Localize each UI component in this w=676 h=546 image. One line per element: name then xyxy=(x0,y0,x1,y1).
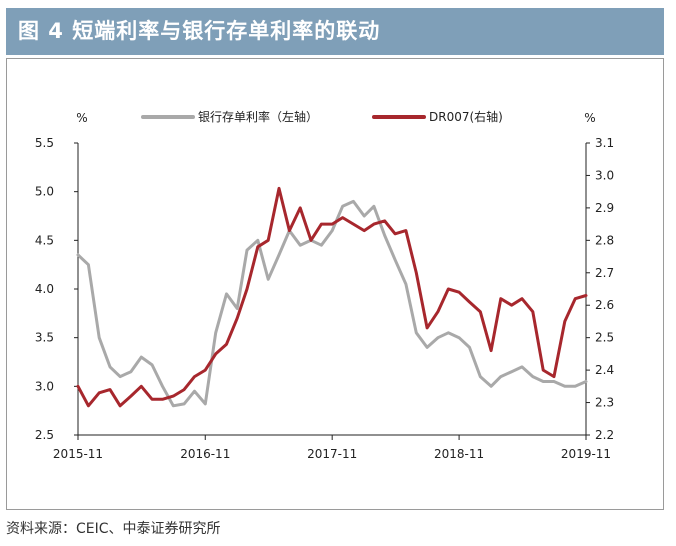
y-right-tick-label: 3.1 xyxy=(595,136,614,150)
y-right-tick-label: 2.8 xyxy=(595,233,614,247)
y-left-tick-label: 3.0 xyxy=(35,379,54,393)
y-right-tick-label: 2.5 xyxy=(595,331,614,345)
series-line-2 xyxy=(76,186,588,408)
x-tick-label: 2015-11 xyxy=(53,447,103,461)
y-right-tick-label: 2.2 xyxy=(595,428,614,442)
y-left-tick-label: 5.5 xyxy=(35,136,54,150)
y-left-tick-label: 5.0 xyxy=(35,185,54,199)
legend-label-1: 银行存单利率（左轴） xyxy=(198,109,318,124)
chart-frame: 2.5 3.0 3.5 4.0 4.5 5.0 5.5 2.2 2.3 2.4 2.5 2.6 2.7 2… xyxy=(6,58,664,510)
dual-axis-line-chart: 2.5 3.0 3.5 4.0 4.5 5.0 5.5 2.2 2.3 2.4 2.5 2.6 2.7 2… xyxy=(35,109,614,461)
y-left-tick-label: 3.5 xyxy=(35,331,54,345)
y-right-tick-label: 3.0 xyxy=(595,168,614,182)
figure-title: 图 4 短端利率与银行存单利率的联动 xyxy=(6,8,664,55)
y-right-tick-label: 2.9 xyxy=(595,201,614,215)
y-right-tick-label: 2.4 xyxy=(595,363,614,377)
y-left-tick-label: 4.5 xyxy=(35,233,54,247)
x-tick-label: 2017-11 xyxy=(307,447,357,461)
y-left-tick-label: 4.0 xyxy=(35,282,54,296)
y-left-tick-label: 2.5 xyxy=(35,428,54,442)
y-right-tick-label: 2.6 xyxy=(595,298,614,312)
source-note: 资料来源：CEIC、中泰证券研究所 xyxy=(6,521,221,537)
series-line-1 xyxy=(76,199,588,408)
x-tick-label: 2016-11 xyxy=(180,447,230,461)
y-right-tick-label: 2.3 xyxy=(595,396,614,410)
y-right-unit-label: % xyxy=(584,111,595,125)
x-tick-label: 2018-11 xyxy=(434,447,484,461)
y-left-unit-label: % xyxy=(76,111,87,125)
x-tick-label: 2019-11 xyxy=(561,447,611,461)
legend-label-2: DR007(右轴) xyxy=(429,109,503,124)
y-right-tick-label: 2.7 xyxy=(595,266,614,280)
